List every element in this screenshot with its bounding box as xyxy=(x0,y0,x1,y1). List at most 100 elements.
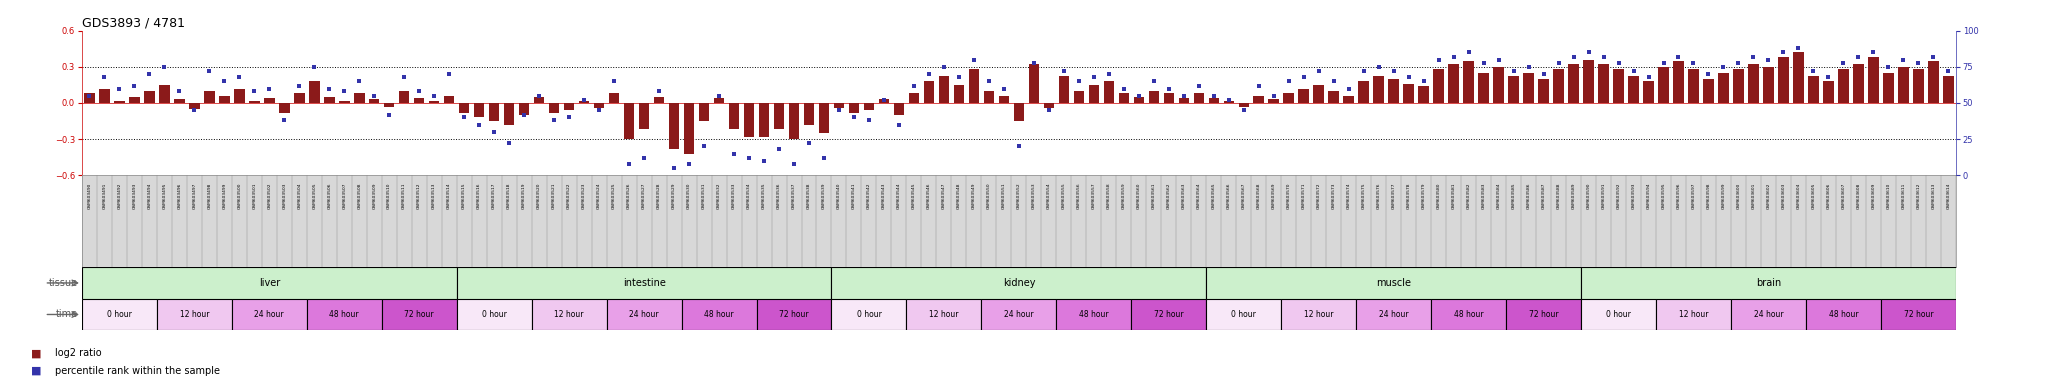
Bar xyxy=(518,103,530,115)
Text: GSM603603: GSM603603 xyxy=(1782,182,1786,209)
Bar xyxy=(98,89,111,103)
Bar xyxy=(340,101,350,103)
Point xyxy=(567,97,600,103)
Point xyxy=(1903,60,1935,66)
Bar xyxy=(1284,93,1294,103)
Text: GSM603570: GSM603570 xyxy=(1286,182,1290,209)
Text: GSM603573: GSM603573 xyxy=(1331,182,1335,209)
Point xyxy=(539,117,571,123)
Point xyxy=(1137,78,1169,84)
Point xyxy=(1452,49,1485,55)
Bar xyxy=(160,85,170,103)
Bar xyxy=(549,103,559,113)
Text: 24 hour: 24 hour xyxy=(254,310,285,319)
Text: GSM603511: GSM603511 xyxy=(401,182,406,209)
Bar xyxy=(653,97,664,103)
Text: GSM603494: GSM603494 xyxy=(147,182,152,209)
Bar xyxy=(279,103,289,113)
Bar xyxy=(1823,81,1833,103)
Bar xyxy=(580,101,590,103)
Text: GSM603502: GSM603502 xyxy=(268,182,270,209)
Bar xyxy=(1718,73,1729,103)
Text: GSM603613: GSM603613 xyxy=(1931,182,1935,209)
Bar xyxy=(1882,73,1894,103)
Text: GSM603562: GSM603562 xyxy=(1167,182,1171,209)
Point xyxy=(133,71,166,77)
Point xyxy=(627,155,659,161)
Text: GSM603538: GSM603538 xyxy=(807,182,811,209)
Bar xyxy=(1479,73,1489,103)
Point xyxy=(1047,68,1079,74)
Point xyxy=(1872,64,1905,70)
Bar xyxy=(756,299,831,330)
Bar xyxy=(1778,57,1788,103)
Text: 12 hour: 12 hour xyxy=(930,310,958,319)
Point xyxy=(702,93,735,99)
Text: 48 hour: 48 hour xyxy=(330,310,358,319)
Bar xyxy=(381,299,457,330)
Point xyxy=(373,111,406,118)
Text: GSM603534: GSM603534 xyxy=(748,182,752,209)
Point xyxy=(477,129,510,135)
Bar xyxy=(1073,91,1083,103)
Bar xyxy=(1794,52,1804,103)
Bar xyxy=(158,299,231,330)
Point xyxy=(852,117,885,123)
Text: GSM603572: GSM603572 xyxy=(1317,182,1321,209)
Bar xyxy=(625,103,635,139)
Point xyxy=(1272,78,1305,84)
Text: GSM603491: GSM603491 xyxy=(102,182,106,209)
Point xyxy=(942,74,975,80)
Bar xyxy=(1206,267,1581,299)
Bar xyxy=(1163,93,1174,103)
Bar xyxy=(608,93,618,103)
Text: GSM603605: GSM603605 xyxy=(1810,182,1815,209)
Text: GSM603612: GSM603612 xyxy=(1917,182,1921,209)
Bar xyxy=(1642,81,1655,103)
Text: GSM603547: GSM603547 xyxy=(942,182,946,209)
Text: GSM603608: GSM603608 xyxy=(1855,182,1860,209)
Text: GSM603553: GSM603553 xyxy=(1032,182,1036,209)
Text: GSM603576: GSM603576 xyxy=(1376,182,1380,209)
Text: GSM603606: GSM603606 xyxy=(1827,182,1831,209)
Bar xyxy=(1493,67,1503,103)
Bar xyxy=(1313,85,1323,103)
Point xyxy=(1153,86,1186,92)
Bar xyxy=(1944,76,1954,103)
Point xyxy=(342,78,375,84)
Point xyxy=(1542,60,1575,66)
Point xyxy=(463,122,496,128)
Point xyxy=(1931,68,1964,74)
Text: GSM603495: GSM603495 xyxy=(162,182,166,209)
Point xyxy=(612,161,645,167)
Bar xyxy=(1253,96,1264,103)
Point xyxy=(584,107,616,113)
Point xyxy=(1001,143,1034,149)
Bar xyxy=(1374,76,1384,103)
Point xyxy=(1812,74,1845,80)
Text: liver: liver xyxy=(258,278,281,288)
Text: GSM603519: GSM603519 xyxy=(522,182,526,209)
Point xyxy=(1438,54,1470,60)
Text: 12 hour: 12 hour xyxy=(555,310,584,319)
Text: GSM603614: GSM603614 xyxy=(1946,182,1950,209)
Point xyxy=(1018,60,1051,66)
Text: GSM603559: GSM603559 xyxy=(1122,182,1126,209)
Point xyxy=(1407,78,1440,84)
Bar xyxy=(504,103,514,125)
Point xyxy=(778,161,811,167)
Bar xyxy=(670,103,680,149)
Point xyxy=(928,64,961,70)
Point xyxy=(1108,86,1141,92)
Bar xyxy=(459,103,469,113)
Text: 12 hour: 12 hour xyxy=(1305,310,1333,319)
Text: GSM603586: GSM603586 xyxy=(1526,182,1530,209)
Bar xyxy=(1389,79,1399,103)
Text: GSM603602: GSM603602 xyxy=(1767,182,1769,209)
Text: 48 hour: 48 hour xyxy=(1079,310,1108,319)
Text: GSM603564: GSM603564 xyxy=(1196,182,1200,209)
Text: time: time xyxy=(55,310,78,319)
Text: GSM603568: GSM603568 xyxy=(1257,182,1262,209)
Bar xyxy=(1808,76,1819,103)
Bar xyxy=(983,91,993,103)
